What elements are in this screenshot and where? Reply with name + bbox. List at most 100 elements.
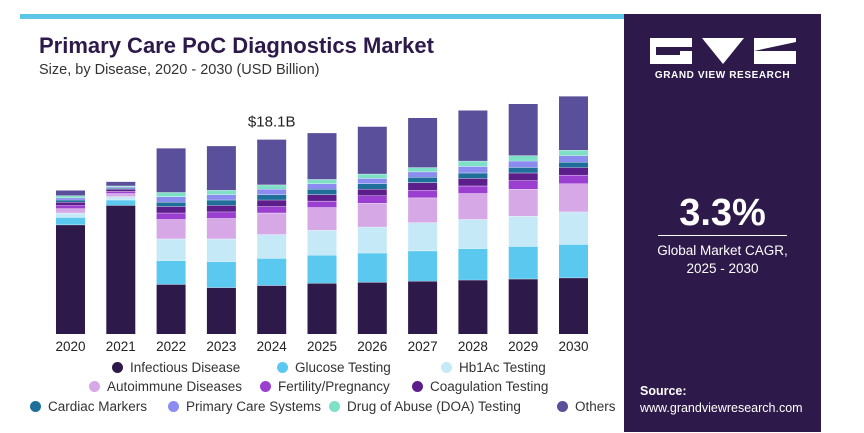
bar-segment-2026-0 [357, 282, 387, 334]
bar-segment-2030-9 [559, 96, 588, 151]
bar-segment-2027-4 [408, 190, 438, 198]
bar-segment-2023-4 [206, 211, 236, 219]
bar-segment-2030-4 [559, 174, 588, 184]
bar-segment-2025-2 [307, 230, 337, 256]
bar-segment-2022-9 [156, 147, 186, 193]
bar-segment-2029-5 [508, 172, 538, 181]
bar-segment-2029-2 [508, 216, 538, 247]
x-tick-label: 2026 [357, 339, 387, 354]
chart-subtitle: Size, by Disease, 2020 - 2030 (USD Billi… [39, 62, 320, 78]
bar-segment-2024-4 [257, 206, 287, 213]
bar-segment-2028-9 [458, 110, 488, 161]
bar-segment-2027-9 [408, 117, 438, 168]
bar-segment-2021-4 [106, 191, 136, 194]
bar-segment-2027-5 [408, 182, 438, 191]
bar-segment-2021-8 [106, 185, 136, 187]
bar-segment-2024-1 [257, 258, 287, 286]
bar-segment-2022-7 [156, 196, 186, 203]
x-tick-label: 2021 [106, 339, 136, 354]
x-tick-label: 2028 [458, 339, 488, 354]
bar-segment-2024-6 [257, 194, 287, 200]
bar-segment-2026-5 [357, 189, 387, 196]
x-tick-label: 2022 [156, 339, 186, 354]
bar-segment-2020-5 [56, 202, 85, 206]
stacked-bar-chart: 2020 2021 2022 2023 2024 $18.1B 2025 2026 2027 20… [55, 95, 589, 354]
source-label: Source: [640, 384, 687, 398]
bar-segment-2020-9 [56, 190, 85, 196]
bar-segment-2020-3 [56, 208, 85, 213]
bar-segment-2029-3 [508, 189, 538, 217]
bar-segment-2024-0 [257, 285, 287, 334]
bar-segment-2028-8 [458, 160, 488, 167]
bar-segment-2029-9 [508, 103, 538, 156]
bar-segment-2025-5 [307, 194, 337, 201]
bar-segment-2028-0 [458, 279, 488, 334]
x-tick-label: 2020 [55, 339, 85, 354]
bar-segment-2024-5 [257, 199, 287, 207]
bar-segment-2024-7 [257, 189, 287, 195]
bar-segment-2022-0 [156, 284, 186, 334]
bar-segment-2021-9 [106, 181, 136, 186]
bar-segment-2022-4 [156, 212, 186, 220]
bar-segment-2025-4 [307, 200, 337, 208]
cagr-label-line2: 2025 - 2030 [686, 261, 759, 276]
bar-segment-2023-2 [206, 238, 236, 262]
bar-segment-2030-0 [559, 277, 588, 334]
bar-segment-2028-1 [458, 248, 488, 280]
bar-segment-2022-8 [156, 192, 186, 197]
bar-segment-2029-6 [508, 167, 538, 173]
bar-segment-2024-8 [257, 184, 287, 190]
bar-segment-2020-8 [56, 195, 85, 198]
bar-segment-2022-2 [156, 238, 186, 261]
bar-segment-2023-8 [206, 190, 236, 195]
bar-segment-2022-3 [156, 219, 186, 239]
bar-segment-2026-9 [357, 126, 387, 174]
bar-segment-2026-3 [357, 203, 387, 227]
cagr-label: Global Market CAGR, 2025 - 2030 [624, 242, 821, 278]
source-url[interactable]: www.grandviewresearch.com [640, 401, 803, 415]
bar-segment-2029-7 [508, 160, 538, 168]
bar-segment-2023-6 [206, 199, 236, 206]
bar-segment-2025-3 [307, 207, 337, 231]
bar-segment-2024-3 [257, 212, 287, 235]
bar-segment-2022-5 [156, 206, 186, 213]
bar-segment-2027-8 [408, 167, 438, 172]
bar-segment-2028-4 [458, 185, 488, 194]
bar-segment-2020-6 [56, 199, 85, 203]
bar-segment-2020-7 [56, 197, 85, 200]
bar-segment-2029-0 [508, 278, 538, 334]
bar-segment-2023-0 [206, 287, 236, 334]
bar-segment-2027-2 [408, 222, 438, 251]
x-tick-label: 2029 [508, 339, 538, 354]
bar-segment-2026-1 [357, 252, 387, 283]
bar-segment-2030-6 [559, 161, 588, 168]
bar-segment-2029-8 [508, 155, 538, 161]
bar-segment-2025-7 [307, 183, 337, 190]
bar-segment-2028-6 [458, 172, 488, 179]
bar-segment-2023-9 [206, 145, 236, 191]
bar-segment-2020-4 [56, 205, 85, 209]
bar-segment-2030-7 [559, 155, 588, 162]
bar-segment-2021-0 [106, 205, 136, 334]
bar-segment-2022-6 [156, 202, 186, 207]
bar-segment-2021-1 [106, 199, 136, 206]
x-tick-label: 2024 [257, 339, 288, 354]
x-tick-label: 2023 [206, 339, 236, 354]
bar-segment-2028-7 [458, 166, 488, 173]
bar-segment-2030-1 [559, 244, 588, 278]
bar-segment-2021-5 [106, 189, 136, 192]
bar-segment-2029-1 [508, 246, 538, 279]
bar-segment-2025-8 [307, 179, 337, 184]
bar-segment-2025-1 [307, 255, 337, 284]
grand-view-research-logo [650, 38, 796, 64]
bar-segment-2024-2 [257, 234, 287, 259]
bar-segment-2026-7 [357, 178, 387, 184]
cagr-value: 3.3% [679, 192, 766, 234]
cagr-divider [658, 235, 787, 236]
bar-segment-2023-7 [206, 194, 236, 200]
bar-segment-2020-2 [56, 212, 85, 218]
bar-segment-2029-4 [508, 180, 538, 190]
bar-segment-2028-2 [458, 219, 488, 249]
bar-segment-2027-0 [408, 280, 438, 334]
bar-segment-2024-9 [257, 139, 287, 185]
